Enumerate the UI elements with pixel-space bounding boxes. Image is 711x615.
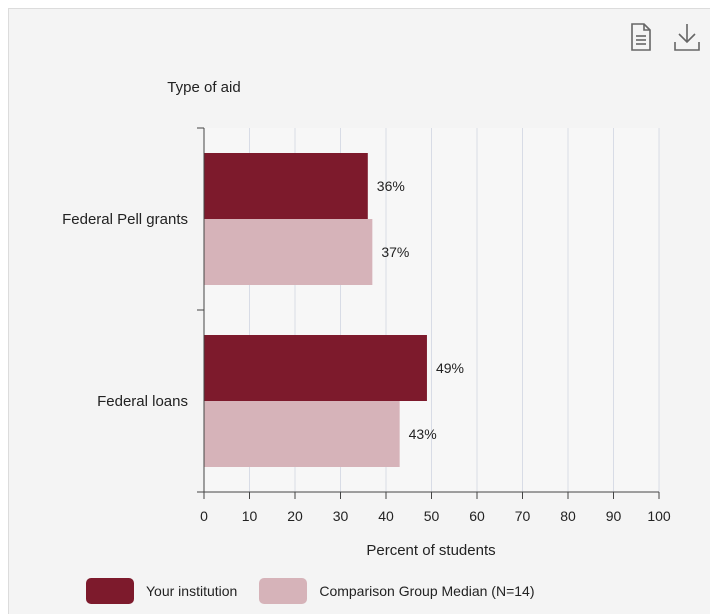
legend-item-your-institution[interactable]: Your institution — [86, 578, 237, 604]
x-tick-label: 60 — [469, 508, 485, 524]
legend: Your institution Comparison Group Median… — [86, 578, 556, 604]
document-icon[interactable] — [626, 20, 656, 54]
bar-value-label: 49% — [436, 360, 464, 376]
legend-swatch-comparison-group — [259, 578, 308, 604]
x-tick-label: 100 — [647, 508, 671, 524]
x-tick-label: 30 — [333, 508, 349, 524]
bar-value-label: 36% — [377, 178, 405, 194]
legend-item-comparison-group[interactable]: Comparison Group Median (N=14) — [259, 578, 534, 604]
bar-comparison-group[interactable] — [204, 401, 400, 467]
bar-value-label: 37% — [381, 244, 409, 260]
x-tick-label: 80 — [560, 508, 576, 524]
legend-swatch-your-institution — [86, 578, 134, 604]
download-icon[interactable] — [672, 20, 702, 54]
x-tick-label: 0 — [200, 508, 208, 524]
x-tick-label: 40 — [378, 508, 394, 524]
legend-label-comparison-group: Comparison Group Median (N=14) — [319, 583, 535, 599]
legend-label-your-institution: Your institution — [146, 583, 238, 599]
bar-value-label: 43% — [409, 426, 437, 442]
x-tick-label: 20 — [287, 508, 303, 524]
category-label: Federal Pell grants — [62, 211, 188, 228]
x-tick-label: 90 — [606, 508, 622, 524]
category-label: Federal loans — [97, 393, 188, 410]
bar-chart: Type of aid 36% 37% 49% 43% 0 10 20 30 40 50 60 70… — [62, 79, 671, 559]
x-axis-title: Percent of students — [366, 542, 495, 559]
bar-comparison-group[interactable] — [204, 219, 373, 285]
x-tick-label: 50 — [424, 508, 440, 524]
x-tick-label: 10 — [242, 508, 258, 524]
bar-your-institution[interactable] — [204, 153, 368, 219]
bar-your-institution[interactable] — [204, 335, 427, 401]
y-axis-title: Type of aid — [167, 79, 240, 96]
x-tick-label: 70 — [515, 508, 531, 524]
